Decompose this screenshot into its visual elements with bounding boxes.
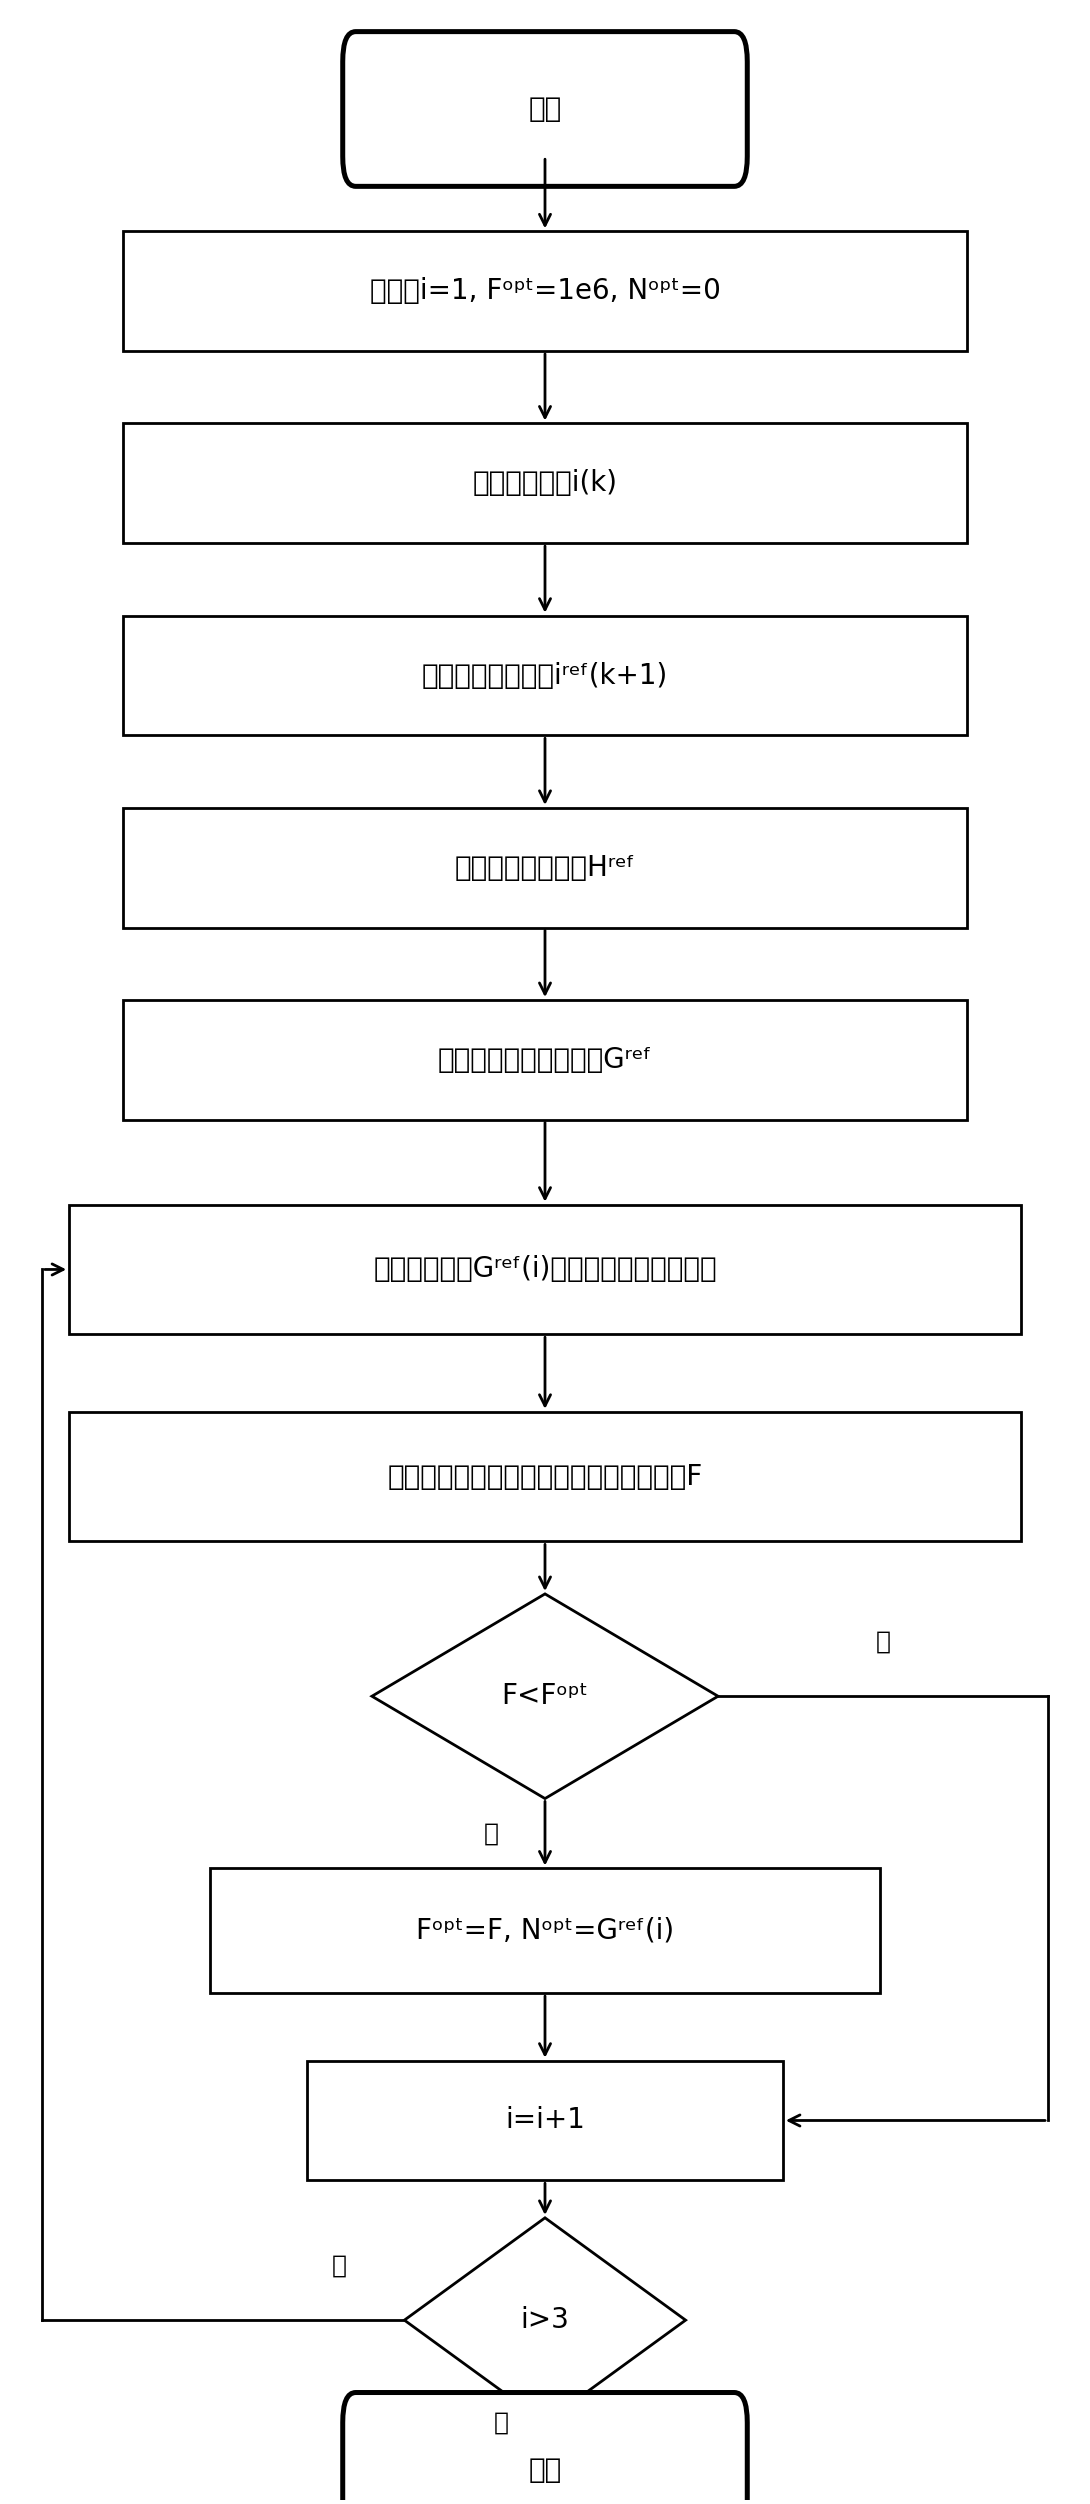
Text: 结束: 结束: [529, 2456, 561, 2484]
Bar: [123, 809, 967, 926]
Bar: [209, 1868, 881, 1993]
Bar: [69, 1412, 1021, 1542]
Bar: [307, 2061, 783, 2181]
Text: 是: 是: [494, 2411, 509, 2434]
FancyBboxPatch shape: [342, 33, 748, 185]
Bar: [123, 999, 967, 1119]
Text: F<Fᵒᵖᵗ: F<Fᵒᵖᵗ: [501, 1683, 589, 1710]
Text: 开始: 开始: [529, 95, 561, 123]
Text: 否: 否: [332, 2254, 347, 2276]
Bar: [123, 230, 967, 351]
Text: 采样输出电流i(k): 采样输出电流i(k): [472, 468, 618, 498]
Polygon shape: [404, 2219, 686, 2421]
Text: 计算参考输出电平Hʳᵉᶠ: 计算参考输出电平Hʳᵉᶠ: [455, 854, 635, 881]
FancyBboxPatch shape: [342, 2391, 748, 2504]
Text: Fᵒᵖᵗ=F, Nᵒᵖᵗ=Gʳᵉᶠ(i): Fᵒᵖᵗ=F, Nᵒᵖᵗ=Gʳᵉᶠ(i): [416, 1918, 674, 1946]
Text: 获取参考输出电流iʳᵉᶠ(k+1): 获取参考输出电流iʳᵉᶠ(k+1): [422, 661, 668, 689]
Bar: [69, 1204, 1021, 1335]
Bar: [123, 616, 967, 736]
Text: i>3: i>3: [521, 2306, 569, 2334]
Text: 构造可能输出电平集合Gʳᵉᶠ: 构造可能输出电平集合Gʳᵉᶠ: [438, 1047, 652, 1074]
Text: 否: 否: [875, 1630, 891, 1653]
Polygon shape: [372, 1595, 718, 1798]
Text: 根据输出电流参考和预测值计算评估函数F: 根据输出电流参考和预测值计算评估函数F: [387, 1462, 703, 1490]
Text: 是: 是: [484, 1820, 498, 1845]
Text: i=i+1: i=i+1: [505, 2106, 585, 2133]
Text: 根据输出电平Gʳᵉᶠ(i)，计算输出电流预测值: 根据输出电平Gʳᵉᶠ(i)，计算输出电流预测值: [373, 1255, 717, 1285]
Bar: [123, 423, 967, 543]
Text: 初始化i=1, Fᵒᵖᵗ=1e6, Nᵒᵖᵗ=0: 初始化i=1, Fᵒᵖᵗ=1e6, Nᵒᵖᵗ=0: [370, 278, 720, 305]
